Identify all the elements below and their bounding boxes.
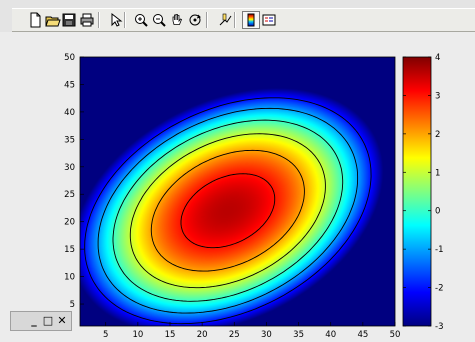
toolbar-separator bbox=[98, 12, 100, 28]
x-tick-label: 30 bbox=[261, 330, 272, 340]
toolbar-separator bbox=[206, 12, 208, 28]
x-tick-label: 10 bbox=[132, 330, 143, 340]
colorbar-tick-label: 2 bbox=[435, 130, 440, 140]
x-tick-label: 20 bbox=[197, 330, 208, 340]
figure-area: 5 10 15 20 25 30 35 40 45 50 5 10 15 20 25 30 35 40 45 50 4 3… bbox=[0, 32, 475, 342]
new-document-icon bbox=[30, 12, 41, 28]
y-tick-label: 30 bbox=[64, 163, 75, 173]
print-button[interactable] bbox=[78, 11, 96, 29]
colorbar-icon bbox=[247, 13, 255, 27]
x-tick-label: 15 bbox=[165, 330, 176, 340]
colorbar-tick-label: -3 bbox=[435, 322, 443, 332]
toolbar-separator bbox=[234, 12, 236, 28]
colorbar[interactable] bbox=[402, 56, 432, 327]
contour-lines bbox=[84, 97, 372, 325]
x-tick-label: 35 bbox=[293, 330, 304, 340]
select-button[interactable] bbox=[106, 11, 124, 29]
minimize-icon[interactable]: _ bbox=[31, 314, 37, 327]
contour-line bbox=[129, 133, 326, 289]
x-tick-label: 5 bbox=[103, 330, 108, 340]
pan-button[interactable] bbox=[168, 11, 186, 29]
contour-line bbox=[84, 97, 372, 325]
y-tick-label: 15 bbox=[64, 245, 75, 255]
contour-line bbox=[180, 173, 276, 249]
y-tick-label: 40 bbox=[64, 108, 75, 118]
zoom-in-button[interactable] bbox=[132, 11, 150, 29]
x-tick-label: 45 bbox=[357, 330, 368, 340]
zoom-in-icon bbox=[135, 14, 148, 27]
y-tick-label: 50 bbox=[64, 53, 75, 63]
figure-toolbar bbox=[12, 8, 475, 32]
legend-button[interactable] bbox=[260, 11, 278, 29]
minimized-window: _ □ ✕ bbox=[10, 311, 72, 331]
save-button[interactable] bbox=[60, 11, 78, 29]
open-button[interactable] bbox=[44, 11, 62, 29]
colorbar-tick-label: 4 bbox=[435, 53, 440, 63]
save-disk-icon bbox=[62, 13, 76, 27]
colorbar-tick-label: 3 bbox=[435, 91, 440, 101]
y-tick-label: 10 bbox=[64, 273, 75, 283]
toolbar-separator bbox=[124, 12, 126, 28]
zoom-out-icon bbox=[153, 14, 166, 27]
arrow-pointer-icon bbox=[111, 12, 123, 27]
colorbar-tick-label: -2 bbox=[435, 284, 443, 294]
colorbar-tick-label: -1 bbox=[435, 245, 443, 255]
rotate-3d-icon bbox=[189, 14, 201, 26]
heatmap-surface bbox=[80, 57, 395, 326]
data-cursor-button[interactable] bbox=[216, 11, 234, 29]
printer-icon bbox=[80, 13, 94, 27]
y-tick-label: 20 bbox=[64, 218, 75, 228]
colorbar-tick-label: 1 bbox=[435, 168, 440, 178]
data-cursor-icon bbox=[219, 13, 232, 26]
close-icon[interactable]: ✕ bbox=[57, 314, 67, 327]
y-tick-label: 35 bbox=[64, 135, 75, 145]
x-tick-label: 25 bbox=[229, 330, 240, 340]
y-tick-label: 45 bbox=[64, 80, 75, 90]
plot-frame bbox=[79, 56, 396, 327]
hand-pan-icon bbox=[172, 14, 183, 25]
x-tick-label: 50 bbox=[390, 330, 401, 340]
y-tick-label: 25 bbox=[64, 190, 75, 200]
new-button[interactable] bbox=[26, 11, 44, 29]
legend-icon bbox=[262, 14, 276, 26]
x-tick-label: 40 bbox=[325, 330, 336, 340]
rotate-button[interactable] bbox=[186, 11, 204, 29]
colorbar-tick-label: 0 bbox=[435, 207, 440, 217]
maximize-icon[interactable]: □ bbox=[42, 314, 54, 327]
contour-line bbox=[97, 107, 359, 314]
folder-open-icon bbox=[45, 16, 61, 27]
zoom-out-button[interactable] bbox=[150, 11, 168, 29]
contour-line bbox=[112, 119, 344, 302]
y-tick-label: 5 bbox=[70, 300, 75, 310]
colorbar-button[interactable] bbox=[242, 11, 260, 29]
contour-line bbox=[150, 149, 305, 272]
